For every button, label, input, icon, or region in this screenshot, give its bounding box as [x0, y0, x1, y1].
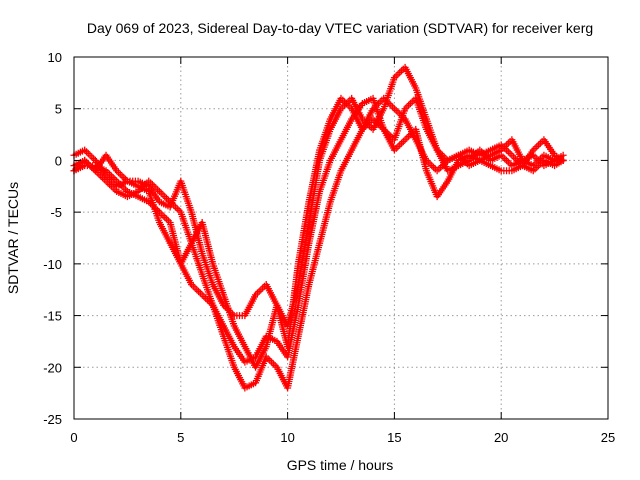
- y-tick-label: -10: [43, 257, 62, 272]
- data-points: [70, 63, 567, 392]
- y-axis-title: SDTVAR / TECUs: [5, 182, 21, 294]
- chart-title: Day 069 of 2023, Sidereal Day-to-day VTE…: [87, 20, 593, 36]
- axis-ticks: [73, 56, 609, 420]
- y-tick-label: 10: [48, 50, 62, 65]
- axis-tick-labels: 0 5 10 15 20 25 -25 -20 -15 -10 -5 0 5 10: [43, 50, 615, 445]
- data-point: [559, 151, 567, 159]
- y-tick-label: 0: [55, 153, 62, 168]
- series-track-2: [70, 94, 567, 392]
- x-axis-title: GPS time / hours: [287, 457, 394, 473]
- y-tick-label: -5: [50, 205, 62, 220]
- x-tick-label: 15: [387, 430, 401, 445]
- y-tick-label: -15: [43, 309, 62, 324]
- plot-frame: [73, 56, 609, 420]
- x-tick-label: 25: [601, 430, 615, 445]
- x-tick-label: 20: [494, 430, 508, 445]
- x-tick-label: 0: [70, 430, 77, 445]
- x-tick-label: 10: [280, 430, 294, 445]
- x-tick-label: 5: [177, 430, 184, 445]
- y-tick-label: 5: [55, 102, 62, 117]
- series-track-4: [70, 94, 567, 371]
- y-tick-label: -25: [43, 412, 62, 427]
- y-tick-label: -20: [43, 360, 62, 375]
